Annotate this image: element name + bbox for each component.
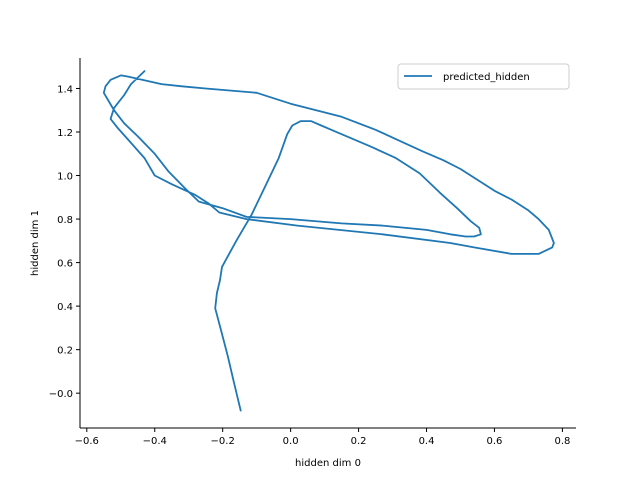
y-tick-label: 1.2	[57, 128, 73, 139]
x-axis-ticks: −0.6 −0.4 −0.2 0.0 0.2 0.4 0.6 0.8	[75, 428, 570, 447]
y-tick-label: 1.0	[57, 172, 73, 183]
y-tick-label: 1.4	[57, 84, 73, 95]
legend-frame	[397, 63, 570, 90]
x-tick-label: 0.2	[351, 436, 367, 447]
series-line-predicted_hidden	[102, 70, 555, 412]
x-tick-label: 0.4	[419, 436, 435, 447]
x-tick-label: 0.0	[283, 436, 299, 447]
y-tick-label: 0.8	[57, 215, 73, 226]
x-tick-label: −0.4	[143, 436, 167, 447]
x-tick-label: −0.2	[211, 436, 235, 447]
x-tick-label: 0.8	[554, 436, 570, 447]
y-tick-label: 0.2	[57, 346, 73, 357]
y-tick-label: 0.4	[57, 302, 73, 313]
y-axis-ticks: −0.0 0.2 0.4 0.6 0.8 1.0 1.2 1.4	[49, 84, 80, 400]
y-tick-label: 0.6	[57, 259, 73, 270]
x-tick-label: 0.6	[487, 436, 503, 447]
y-axis-label: hidden dim 1	[30, 210, 41, 276]
y-tick-label: −0.0	[49, 389, 73, 400]
legend-label: predicted_hidden	[443, 72, 530, 83]
x-axis-label: hidden dim 0	[295, 458, 361, 469]
plot-series	[102, 70, 555, 412]
x-tick-label: −0.6	[75, 436, 99, 447]
legend: predicted_hidden	[397, 63, 570, 90]
